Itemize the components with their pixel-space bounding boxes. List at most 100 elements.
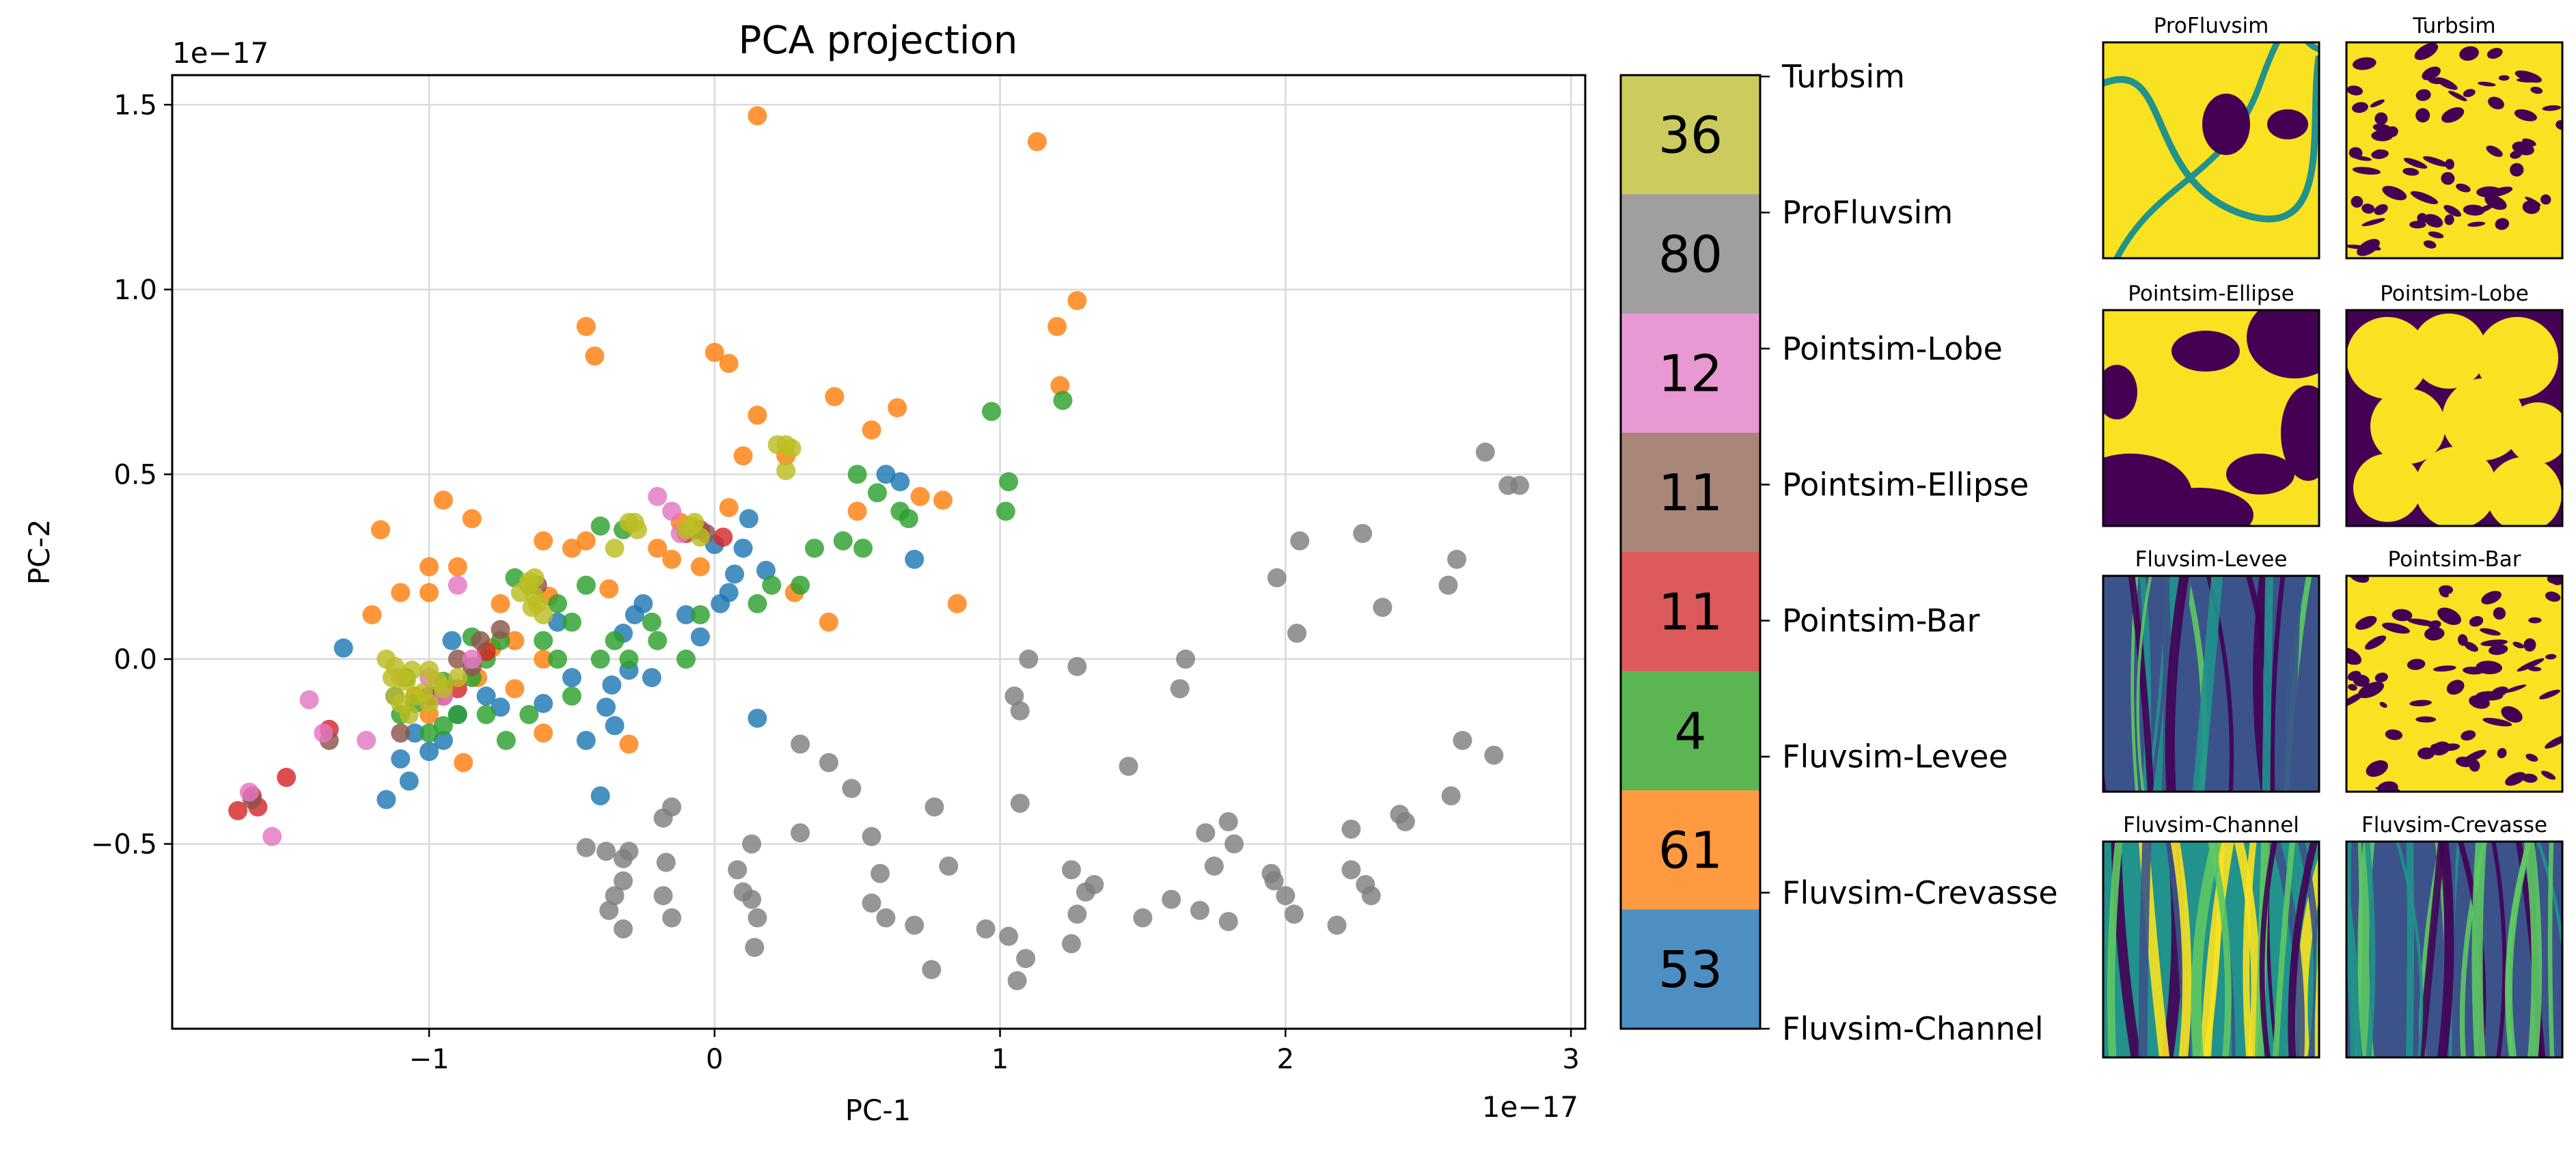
data-point xyxy=(905,915,924,935)
texture-channel xyxy=(2547,842,2555,1057)
colorbar-label: Pointsim-Bar xyxy=(1782,602,1979,639)
texture-blob xyxy=(2428,620,2441,629)
texture-blob xyxy=(2523,638,2536,652)
data-point xyxy=(399,705,419,725)
data-point xyxy=(1067,656,1087,676)
thumbnail-image xyxy=(2346,576,2562,792)
data-point xyxy=(448,557,467,577)
texture-blob xyxy=(2446,680,2465,695)
data-point xyxy=(862,893,881,913)
data-point xyxy=(947,594,967,613)
texture-lobe xyxy=(2486,457,2562,526)
data-point xyxy=(1267,568,1287,587)
texture-channel xyxy=(2128,576,2154,792)
texture-channel xyxy=(2103,767,2107,792)
data-point xyxy=(413,682,433,702)
data-point xyxy=(653,886,673,906)
data-point xyxy=(1053,391,1073,411)
thumbnail-frame xyxy=(2345,41,2564,260)
data-point xyxy=(976,919,996,939)
texture-blob xyxy=(2540,194,2551,205)
thumbnail-frame xyxy=(2102,574,2320,793)
data-point xyxy=(690,557,710,577)
data-point xyxy=(1004,687,1024,706)
thumbnail-image xyxy=(2103,842,2319,1057)
texture-blob xyxy=(2456,183,2471,193)
texture-channel xyxy=(2259,842,2278,1057)
data-point xyxy=(476,705,496,725)
thumbnail-title: Pointsim-Lobe xyxy=(2380,281,2529,306)
thumbnail-image xyxy=(2346,310,2562,526)
colorbar-count: 53 xyxy=(1658,941,1723,999)
data-point xyxy=(1341,819,1361,839)
colorbar-label: Fluvsim-Levee xyxy=(1782,738,2008,775)
texture-channel xyxy=(2165,576,2189,792)
texture-blob xyxy=(2493,607,2506,620)
colorbar-frame xyxy=(1619,74,1762,1030)
texture-channel xyxy=(2536,842,2562,1057)
texture-lobe xyxy=(2415,447,2497,526)
colorbar-label: Pointsim-Lobe xyxy=(1782,330,2003,367)
data-point xyxy=(876,464,896,484)
texture-blob xyxy=(2528,617,2542,624)
texture-blob xyxy=(2463,89,2476,98)
data-point xyxy=(602,675,622,695)
data-point xyxy=(605,716,625,736)
data-point xyxy=(1133,908,1153,928)
data-point xyxy=(1162,889,1181,909)
texture-blob xyxy=(2346,85,2363,96)
texture-blob xyxy=(2415,108,2430,123)
texture-blob xyxy=(2542,105,2562,111)
data-point xyxy=(905,549,924,569)
texture-channel xyxy=(2243,842,2257,1057)
data-point xyxy=(299,690,319,710)
data-point xyxy=(585,346,605,366)
data-point xyxy=(719,498,739,518)
thumbnail-frame xyxy=(2345,840,2564,1059)
data-point xyxy=(791,823,810,843)
data-point xyxy=(1062,934,1081,954)
texture-blob xyxy=(2488,96,2504,110)
data-point xyxy=(448,649,467,669)
thumbnail-title: Pointsim-Bar xyxy=(2387,547,2521,572)
data-point xyxy=(333,638,353,658)
data-point xyxy=(1027,132,1047,152)
plot-grid xyxy=(172,75,1585,1029)
colorbar-segment xyxy=(1621,671,1760,790)
data-point xyxy=(576,837,596,857)
texture-blob xyxy=(2437,607,2461,625)
data-point xyxy=(519,575,539,595)
data-point xyxy=(767,435,787,455)
data-point xyxy=(819,612,838,632)
texture-lobe xyxy=(2476,317,2558,399)
data-point xyxy=(888,398,907,417)
data-point xyxy=(1287,624,1307,643)
data-point xyxy=(597,697,616,717)
texture-blob xyxy=(2433,665,2456,672)
texture-channel xyxy=(2107,842,2123,1057)
data-point xyxy=(922,960,942,980)
data-point xyxy=(662,501,682,521)
texture-blob xyxy=(2522,138,2536,147)
texture-channel xyxy=(2270,576,2286,792)
data-point xyxy=(1010,793,1030,813)
texture-blob xyxy=(2547,576,2562,585)
texture-blob xyxy=(2351,195,2363,208)
data-point xyxy=(605,886,625,906)
texture-lobe xyxy=(2346,317,2428,399)
data-point xyxy=(711,594,730,613)
data-point xyxy=(562,538,581,558)
data-point xyxy=(642,667,661,687)
y-offset-label: 1e−17 xyxy=(172,36,269,70)
texture-blob xyxy=(2415,716,2437,723)
texture-blob xyxy=(2371,130,2393,141)
plot-frame xyxy=(171,74,1587,1030)
data-point xyxy=(1475,442,1495,462)
colorbar-segment xyxy=(1621,314,1760,433)
data-point xyxy=(748,594,767,613)
data-point xyxy=(1264,871,1284,891)
data-point xyxy=(847,501,867,521)
data-point xyxy=(376,790,396,809)
texture-blob xyxy=(2545,654,2557,660)
texture-blob xyxy=(2409,221,2426,229)
